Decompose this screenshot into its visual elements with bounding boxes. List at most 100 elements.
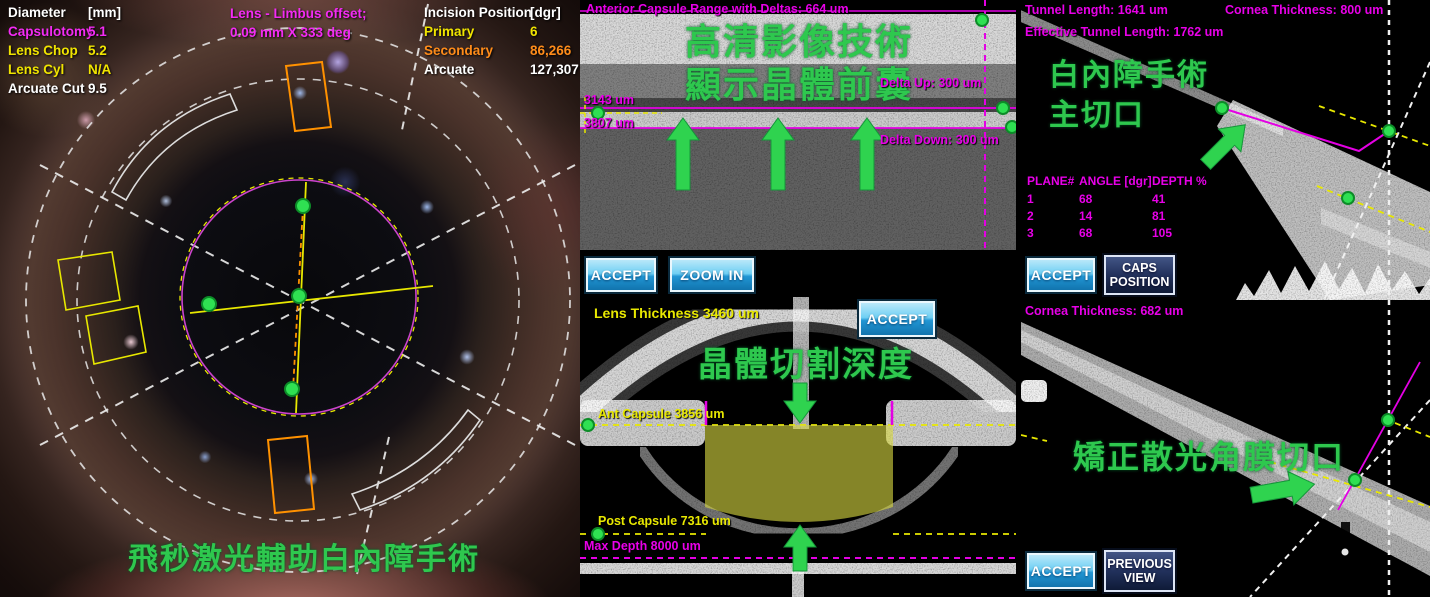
stat-value: 5.1	[88, 24, 107, 39]
table-header: PLANE#	[1027, 174, 1075, 188]
righttop-caption-line1: 白內障手術	[1049, 59, 1209, 92]
delta-up-label: Delta Up: 300 um	[880, 76, 982, 90]
table-header: DEPTH %	[1152, 174, 1207, 188]
effective-tunnel-length-label: Effective Tunnel Length: 1762 um	[1025, 25, 1224, 39]
incision-value: 127,307	[530, 62, 579, 77]
ne-arrow-icon	[1199, 124, 1246, 171]
midbottom-caption: 晶體切割深度	[698, 346, 914, 384]
tunnel-dots	[1215, 101, 1396, 205]
tunnel-length-label: Tunnel Length: 1641 um	[1025, 3, 1168, 17]
capsule-up-arrows	[666, 117, 884, 191]
table-cell: 81	[1152, 209, 1166, 223]
incision-position-stats: Incision Position [dgr] Primary 6 Secondar…	[424, 3, 579, 79]
accept-incision-button[interactable]: ACCEPT	[1025, 256, 1097, 294]
incision-label: Primary	[424, 24, 475, 39]
eye-video-panel: Diameter [mm] Capsulotomy 5.1 Lens Chop 5.2…	[0, 0, 580, 597]
offset-line2: 0.09 mm X 333 deg	[230, 25, 351, 40]
tunnel-path-line	[1221, 107, 1390, 153]
incision-label: Secondary	[424, 43, 494, 58]
righttop-caption-line2: 主切口	[1049, 99, 1145, 132]
incision-value: 86,266	[530, 43, 572, 58]
arcuate-incision-oct-panel: Cornea Thickness: 682 um 矯正散光角膜切口 ACCEPT…	[1021, 300, 1430, 597]
cornea-thickness-label: Cornea Thickness: 800 um	[1225, 3, 1384, 17]
midtop-caption-line2: 顯示晶體前囊	[685, 64, 914, 105]
lens-chop-horizontal	[189, 285, 434, 314]
lens-oct-image	[580, 297, 1016, 597]
iris-left	[580, 400, 705, 446]
stat-label: Arcuate Cut	[8, 81, 85, 96]
limbus-circle-outer	[25, 27, 571, 573]
anterior-capsule-oct-image	[580, 0, 1016, 297]
stat-label: Capsulotomy	[8, 24, 94, 39]
previous-view-button[interactable]: PREVIOUS VIEW	[1102, 548, 1177, 594]
arcuate-cut-marker-bottom	[350, 408, 482, 511]
capsule-dots	[591, 13, 1016, 134]
table-cell: 14	[1079, 209, 1093, 223]
shadow-notch	[1341, 522, 1350, 548]
post-capsule-label: Post Capsule 7316 um	[598, 514, 731, 528]
incision-marker-bottom	[266, 434, 316, 515]
table-cell: 1	[1027, 192, 1034, 206]
lens-thickness-label: Lens Thickness 3460 um	[594, 305, 759, 321]
accept-capsule-button[interactable]: ACCEPT	[584, 256, 658, 294]
stat-value: 9.5	[88, 81, 107, 96]
offset-line1: Lens - Limbus offset;	[230, 6, 367, 21]
incision-label: Arcuate	[424, 62, 475, 77]
rightbottom-caption: 矯正散光角膜切口	[1073, 439, 1346, 475]
lens-cut-zone	[705, 425, 893, 522]
zoom-in-button[interactable]: ZOOM IN	[668, 256, 756, 294]
stat-label: Lens Cyl	[8, 62, 65, 77]
cornea-surface-dash-1	[1318, 105, 1430, 147]
table-cell: 105	[1152, 226, 1173, 240]
lens-limbus-offset-label: Lens - Limbus offset; 0.09 mm X 333 deg	[230, 4, 367, 42]
stat-value: 5.2	[88, 43, 107, 58]
primary-incision-oct-panel: Tunnel Length: 1641 um Cornea Thickness:…	[1021, 0, 1430, 300]
limbus-circle-inner	[76, 78, 520, 522]
fiducial-dots	[201, 198, 311, 397]
lens-arrows	[783, 382, 817, 572]
stat-label: Lens Chop	[8, 43, 78, 58]
depth-lower-label: 3807 um	[584, 116, 635, 130]
arcuate-incision-oct-image	[1021, 300, 1430, 597]
up-arrow-icon	[783, 524, 817, 572]
incision-header-unit: [dgr]	[530, 5, 561, 20]
caps-position-line1: CAPS	[1122, 260, 1157, 275]
lens-chop-circle	[179, 177, 419, 417]
delta-down-label: Delta Down: 300 um	[880, 133, 999, 147]
signal-histogram	[1236, 261, 1430, 300]
caps-position-line2: POSITION	[1109, 275, 1170, 289]
cornea-surface-dash-3	[1021, 434, 1048, 442]
stats-header-unit: [mm]	[88, 5, 121, 20]
iris-right	[886, 400, 1016, 446]
lens-oct-panel: Lens Thickness 3460 um 晶體切割深度 Ant Capsul…	[580, 297, 1016, 597]
table-cell: 41	[1152, 192, 1166, 206]
cornea-surface-dash-1	[1269, 461, 1430, 508]
lens-dots	[581, 418, 605, 541]
table-cell: 3	[1027, 226, 1034, 240]
table-cell: 68	[1079, 192, 1093, 206]
anterior-capsule-range-label: Anterior Capsule Range with Deltas: 664 …	[586, 2, 849, 16]
midtop-caption: 高清影像技術 顯示晶體前囊	[685, 20, 913, 106]
yellow-marker-upper	[57, 251, 121, 311]
stats-header-label: Diameter	[8, 5, 66, 20]
eye-panel-caption: 飛秒激光輔助白內障手術	[128, 543, 480, 576]
cornea-surface-dash-2	[1316, 185, 1430, 233]
incision-header-label: Incision Position	[424, 5, 533, 20]
capsulotomy-circle	[181, 179, 417, 415]
accept-arcuate-button[interactable]: ACCEPT	[1025, 551, 1097, 591]
caps-position-button[interactable]: CAPS POSITION	[1102, 253, 1177, 297]
midtop-caption-line1: 高清影像技術	[685, 21, 914, 62]
cornea-thickness-label: Cornea Thickness: 682 um	[1025, 304, 1184, 318]
yellow-marker-lower	[85, 305, 147, 365]
incision-axis-diagonal	[1249, 399, 1430, 597]
meridian-segment-top	[401, 3, 429, 131]
accept-lens-button[interactable]: ACCEPT	[857, 299, 937, 339]
arcuate-dots	[1348, 413, 1395, 487]
incision-value: 6	[530, 24, 538, 39]
anterior-capsule-oct-panel: Anterior Capsule Range with Deltas: 664 …	[580, 0, 1016, 297]
table-header: ANGLE [dgr]	[1079, 174, 1152, 188]
arcuate-cut-marker-top	[110, 93, 239, 202]
primary-incision-oct-image	[1021, 0, 1430, 300]
righttop-caption: 白內障手術 主切口	[1049, 56, 1209, 136]
previous-view-line2: VIEW	[1123, 571, 1156, 585]
